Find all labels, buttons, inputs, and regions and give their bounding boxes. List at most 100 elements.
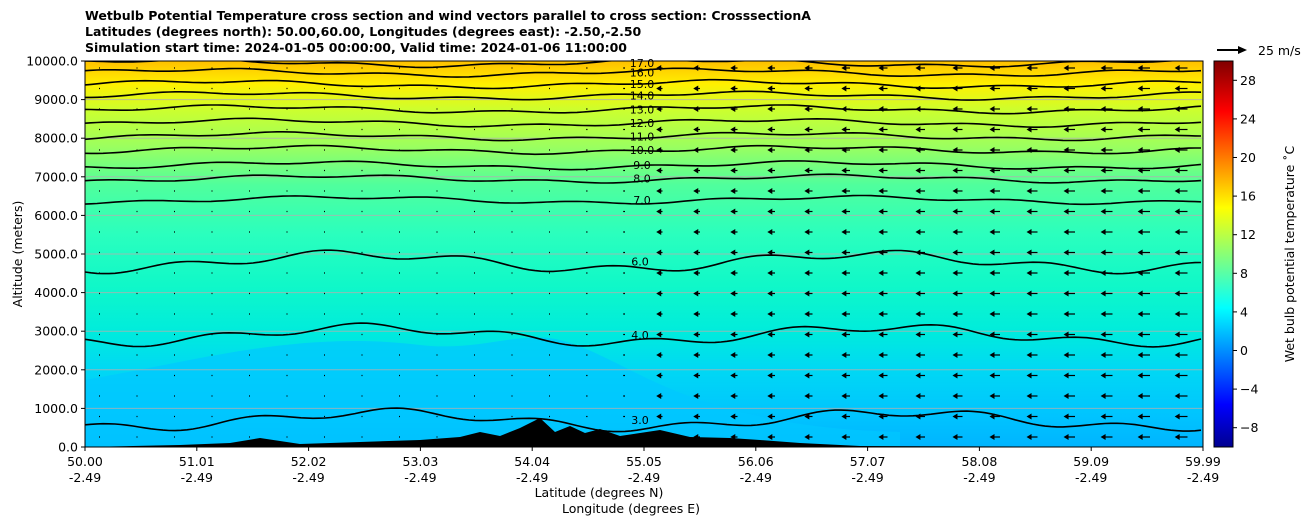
wind-vector-head (989, 434, 995, 440)
wind-vector-head (656, 208, 662, 215)
contour-line (85, 104, 1202, 115)
wind-key: 25 m/s (1217, 43, 1301, 58)
contour-line (85, 90, 1202, 101)
wind-vector-head (1137, 126, 1143, 133)
wind-vector-head (878, 270, 884, 276)
wind-vector-head (878, 311, 884, 317)
contour-label: 14.0 (630, 90, 655, 103)
wind-vector-head (915, 188, 921, 194)
wind-vector-head (878, 290, 884, 297)
wind-vector-head (952, 208, 958, 215)
wind-vector-head (841, 65, 847, 71)
wind-vector-head (693, 188, 699, 194)
wind-vector-head (989, 393, 995, 399)
wind-vector-head (1063, 413, 1069, 420)
x-tick-label-lon: -2.49 (69, 470, 101, 485)
wind-vector-head (841, 208, 847, 215)
wind-vector-head (693, 167, 699, 174)
wind-vector-head (1137, 65, 1143, 71)
wind-vector-head (656, 85, 662, 92)
wind-vector-head (878, 331, 884, 338)
wind-vector-head (1174, 229, 1180, 235)
wind-vector-head (730, 208, 736, 215)
colorbar-tick-label: 4 (1240, 304, 1248, 319)
wind-vector-head (804, 331, 810, 338)
y-axis: 0.0 1000.0 2000.0 3000.0 4000.0 5000.0 6000.0 7… (26, 54, 85, 455)
grid-lines (85, 61, 1203, 447)
contour-label: 4.0 (631, 329, 649, 342)
contour-label: 9.0 (633, 159, 651, 172)
wind-vector-head (1063, 393, 1069, 399)
x-tick-label-lat: 54.04 (514, 454, 550, 469)
y-tick-label: 2000.0 (34, 362, 78, 377)
wind-vector-head (1174, 290, 1180, 297)
contour-line (85, 144, 1201, 156)
wind-vector-head (1026, 413, 1032, 420)
x-axis-label-latitude: Latitude (degrees N) (535, 485, 664, 500)
wind-vector-head (804, 106, 810, 112)
colorbar-tick-label: 28 (1240, 73, 1256, 88)
wind-vector-head (915, 372, 921, 379)
contour-label: 3.0 (631, 414, 649, 427)
wind-vector-head (767, 188, 773, 194)
wind-vector-head (656, 331, 662, 338)
contour-line (85, 61, 1179, 69)
wind-vector-head (1174, 85, 1180, 92)
wind-vector-head (989, 270, 995, 276)
colorbar-tick-label: 24 (1240, 111, 1256, 126)
wind-vector-head (1026, 372, 1032, 379)
wind-vector-head (841, 331, 847, 338)
contour-label: 16.0 (630, 67, 655, 80)
wind-vector-head (1026, 229, 1032, 235)
wind-vector-head (693, 393, 699, 399)
chart-title-line-3: Simulation start time: 2024-01-05 00:00:… (85, 40, 627, 55)
wind-vector-head (1174, 126, 1180, 133)
wind-vector-head (1100, 229, 1106, 235)
contour-line (85, 131, 1202, 142)
x-tick-label-lat: 51.01 (179, 454, 215, 469)
wind-vector-head (1100, 372, 1106, 379)
wind-vector-head (804, 270, 810, 276)
wind-vector-head (1026, 352, 1032, 358)
wind-vector-head (989, 106, 995, 112)
y-tick-label: 5000.0 (34, 247, 78, 262)
wind-vector-head (1063, 331, 1069, 338)
wind-vector-head (1100, 65, 1106, 71)
wind-vector-head (1137, 311, 1143, 317)
wind-vector-head (767, 331, 773, 338)
wind-vector-head (1026, 85, 1032, 92)
wind-vector-head (841, 413, 847, 420)
wind-vector-head (841, 434, 847, 440)
colorbar-label: Wet bulb potential temperature ˚C (1282, 145, 1297, 362)
contour-line (85, 78, 1202, 90)
colorbar-tick-label: 16 (1240, 189, 1256, 204)
wind-vector-head (656, 188, 662, 194)
wind-vector-head (767, 167, 773, 174)
contour-label: 17.0 (630, 57, 655, 70)
wind-vector-head (767, 434, 773, 440)
wind-vector-head (1026, 106, 1032, 112)
wind-vector-head (1174, 434, 1180, 440)
wind-vector-head (841, 188, 847, 194)
wind-vector-head (804, 249, 810, 256)
wind-vector-head (1026, 290, 1032, 297)
wind-vector-head (878, 372, 884, 379)
x-tick-label-lat: 50.00 (67, 454, 103, 469)
x-tick-label-lat: 59.99 (1185, 454, 1221, 469)
wind-vector-head (767, 372, 773, 379)
wind-vector-head (841, 372, 847, 379)
wind-vector-head (730, 393, 736, 399)
wind-vector-head (1063, 249, 1069, 256)
wind-vector-head (767, 229, 773, 235)
contour-label: 11.0 (630, 130, 655, 143)
wind-vector-head (693, 85, 699, 92)
wind-vector-head (952, 270, 958, 276)
wind-vector-head (693, 311, 699, 317)
wind-vector-head (841, 85, 847, 92)
wind-vector-head (915, 208, 921, 215)
colorbar: −8 −4 0 4 8 12 16 20 24 28 Wet bulb potential tem… (1213, 60, 1297, 448)
wind-vector-head (1100, 249, 1106, 256)
y-tick-label: 9000.0 (34, 92, 78, 107)
contour-label: 12.0 (630, 117, 655, 130)
wind-vector-head (1137, 393, 1143, 399)
